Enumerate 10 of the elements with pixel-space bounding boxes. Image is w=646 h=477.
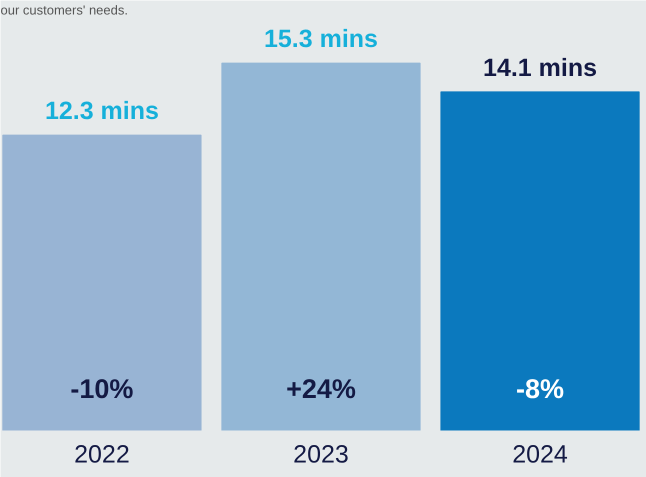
x-tick-label: 2024 — [512, 440, 568, 468]
data-label: 15.3 mins — [264, 25, 378, 54]
data-label: 14.1 mins — [483, 54, 598, 82]
annotation: -10% — [70, 374, 134, 404]
data-label: 12.3 mins — [44, 97, 159, 126]
x-tick-label: 2022 — [74, 440, 130, 468]
annotation: -8% — [516, 374, 564, 404]
chart-subtitle: our customers' needs. — [0, 2, 128, 18]
x-tick-label: 2023 — [293, 440, 349, 468]
annotation: +24% — [286, 374, 356, 404]
